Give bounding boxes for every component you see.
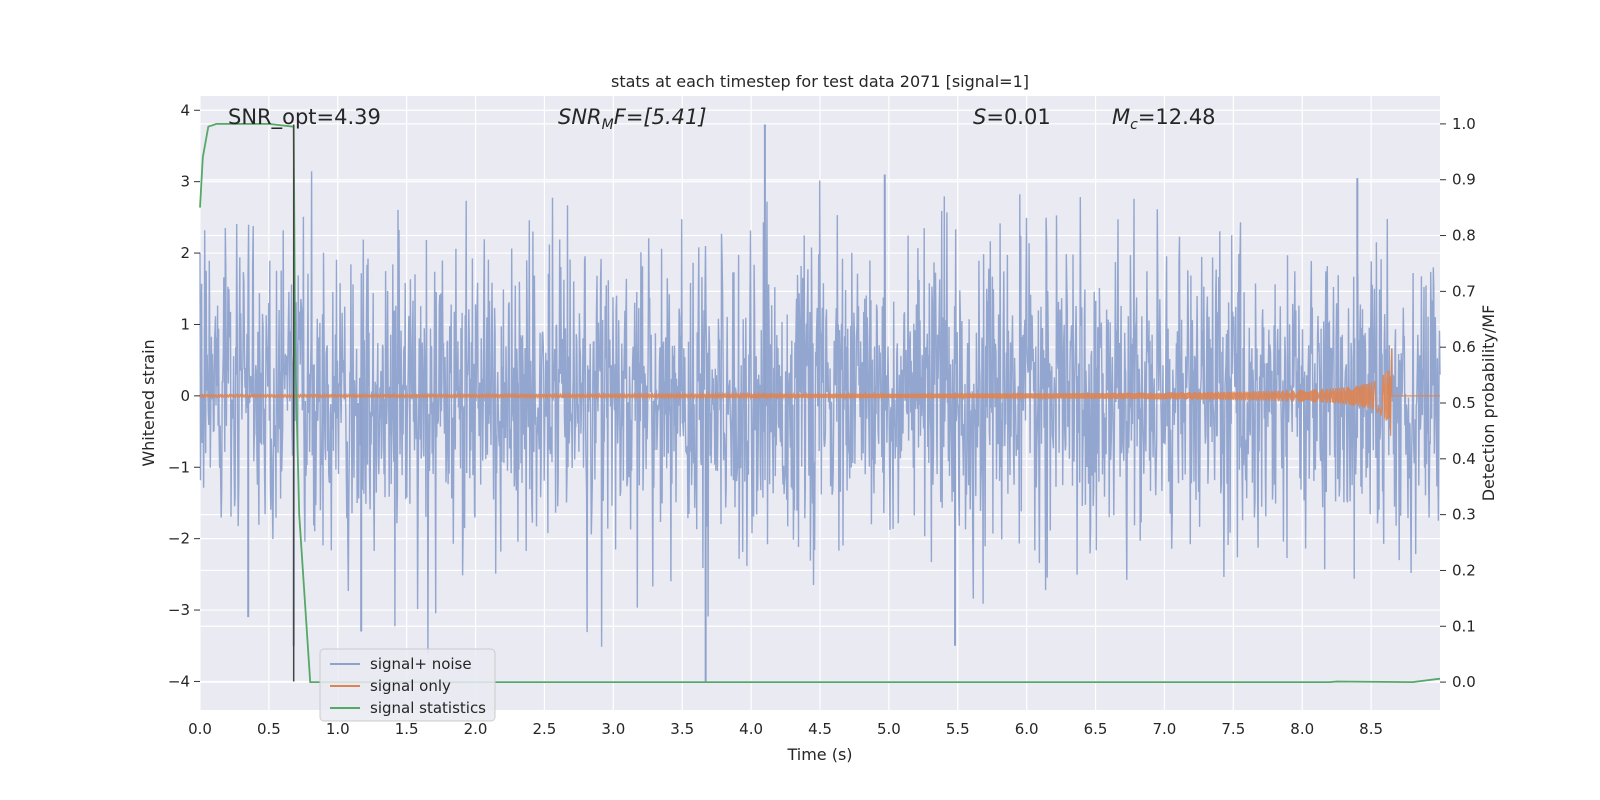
x-tick-label-4: 2.0 [464,720,488,738]
x-axis-label: Time (s) [786,745,852,764]
y-tick-label-right-4: 0.6 [1452,338,1476,356]
y-tick-label-left-0: 4 [180,101,190,119]
x-tick-label-15: 7.5 [1221,720,1245,738]
annotation-s: S=0.01 [973,105,1051,129]
series-signal-statistics [199,123,1441,684]
annotation-mc: Mc=12.48 [1112,105,1216,133]
x-tick-label-9: 4.5 [808,720,832,738]
y-tick-label-right-2: 0.8 [1452,227,1476,245]
y-tick-label-left-4: 0 [180,387,190,405]
x-tick-label-5: 2.5 [533,720,557,738]
y-axis-right-ticks: 1.0 0.9 0.8 0.7 0.6 0.5 0.4 0.3 0.2 0.1 0.0 [1440,115,1476,691]
legend-box [319,648,496,722]
y-axis-left-ticks: 4 3 2 1 0 −1 −2 −3 −4 [168,101,200,690]
y-tick-label-left-5: −1 [168,458,190,476]
y-tick-label-left-1: 3 [180,173,190,191]
x-tick-label-8: 4.0 [739,720,763,738]
x-tick-label-3: 1.5 [395,720,419,738]
x-tick-label-17: 8.5 [1359,720,1383,738]
y-tick-label-right-0: 1.0 [1452,115,1476,133]
chart-title: stats at each timestep for test data 207… [611,72,1029,91]
y-tick-label-right-6: 0.4 [1452,450,1476,468]
annotation-snr-opt: SNR_opt=4.39 [228,105,381,130]
legend: signal+ noise signal only signal statist… [319,648,496,722]
x-tick-label-2: 1.0 [326,720,350,738]
x-tick-label-16: 8.0 [1290,720,1314,738]
legend-label-signal-plus-noise: signal+ noise [370,655,472,673]
y-tick-label-right-8: 0.2 [1452,561,1476,579]
y-axis-right-label: Detection probability/MF [1479,305,1498,502]
y-tick-label-right-7: 0.3 [1452,506,1476,524]
y-tick-label-right-1: 0.9 [1452,171,1476,189]
legend-label-signal-statistics: signal statistics [370,699,486,717]
annotation-snr-mf: SNRMF=[5.41] [558,105,707,133]
x-tick-label-1: 0.5 [257,720,281,738]
x-tick-label-0: 0.0 [188,720,212,738]
y-tick-label-right-9: 0.1 [1452,617,1476,635]
legend-label-signal-only: signal only [370,677,451,695]
y-tick-label-right-3: 0.7 [1452,282,1476,300]
x-tick-label-10: 5.0 [877,720,901,738]
x-tick-label-6: 3.0 [601,720,625,738]
x-tick-label-11: 5.5 [946,720,970,738]
line-signal-only [199,348,1440,436]
x-tick-label-14: 7.0 [1153,720,1177,738]
y-tick-label-right-10: 0.0 [1452,673,1476,691]
y-tick-label-right-5: 0.5 [1452,394,1476,412]
x-axis-ticks: 0.0 0.5 1.0 1.5 2.0 2.5 3.0 3.5 4.0 4.5 5.0 5.5 6.0 6… [188,720,1383,738]
y-tick-label-left-8: −4 [168,672,190,690]
y-tick-label-left-6: −2 [168,530,190,548]
x-tick-label-7: 3.5 [670,720,694,738]
y-tick-label-left-2: 2 [180,244,190,262]
y-tick-label-left-7: −3 [168,601,190,619]
y-tick-label-left-3: 1 [180,315,190,333]
series-signal-only [199,348,1440,436]
x-tick-label-13: 6.5 [1084,720,1108,738]
x-tick-label-12: 6.0 [1015,720,1039,738]
line-signal-plus-noise [199,171,1441,654]
y-axis-left-label: Whitened strain [139,339,158,466]
line-signal-statistics [199,123,1441,684]
